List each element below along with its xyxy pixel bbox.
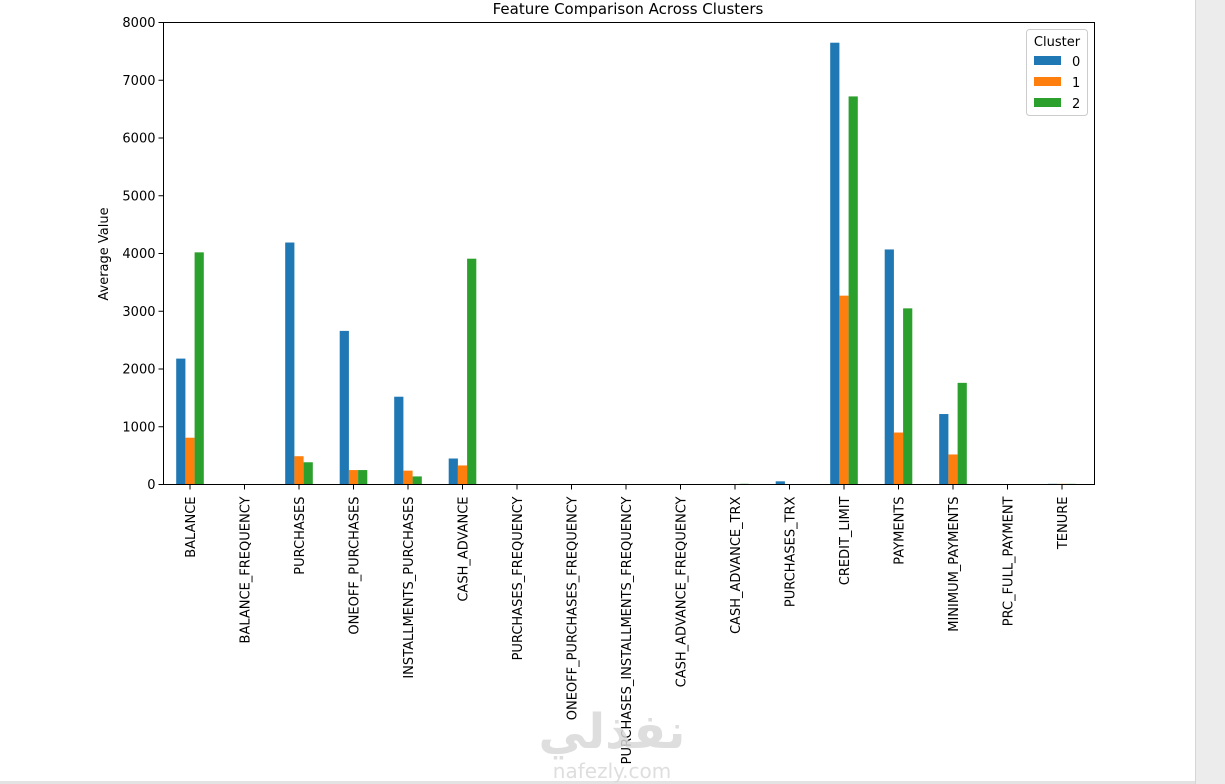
- scrollbar-gutter[interactable]: [1195, 0, 1225, 784]
- x-tick-label: CREDIT_LIMIT: [838, 496, 853, 585]
- bar-cluster-2-credit_limit: [848, 96, 858, 485]
- watermark: نفذلي nafezly.com: [539, 704, 686, 783]
- bar-cluster-1-purchases: [294, 456, 304, 485]
- y-tick-label: 5000: [122, 189, 155, 204]
- bar-cluster-1-installments_purchases: [403, 470, 413, 485]
- bar-cluster-2-payments: [903, 308, 913, 485]
- x-tick-label: PURCHASES: [293, 497, 308, 575]
- legend-swatch-2: [1034, 98, 1061, 107]
- x-tick-label: PAYMENTS: [893, 497, 908, 565]
- bar-cluster-0-purchases_trx: [775, 481, 785, 485]
- bar-cluster-1-balance: [185, 437, 195, 485]
- y-axis-ticks: 0 1000 2000 3000 4000 5000 6000 7000 8000: [122, 16, 164, 493]
- bar-chart: Feature Comparison Across Clusters Avera…: [97, 0, 1095, 783]
- y-tick-label: 2000: [122, 363, 155, 378]
- bar-cluster-1-credit_limit: [839, 295, 849, 485]
- bar-cluster-1-payments: [893, 432, 904, 485]
- legend-swatch-1: [1034, 77, 1061, 86]
- x-tick-label: MINIMUM_PAYMENTS: [947, 497, 962, 632]
- bar-cluster-2-purchases: [303, 462, 313, 485]
- legend-label-1: 1: [1072, 76, 1080, 91]
- bar-cluster-1-minimum_payments: [948, 454, 958, 485]
- chart-title: Feature Comparison Across Clusters: [493, 0, 764, 18]
- bar-cluster-1-oneoff_purchases: [348, 470, 359, 485]
- watermark-latin: nafezly.com: [553, 759, 671, 783]
- bar-cluster-0-cash_advance: [448, 458, 458, 485]
- x-tick-label: TENURE: [1056, 497, 1071, 551]
- x-tick-label: BALANCE: [184, 497, 199, 558]
- y-tick-label: 0: [147, 478, 155, 493]
- x-tick-label: CASH_ADVANCE_TRX: [729, 496, 744, 634]
- legend-title: Cluster: [1034, 35, 1081, 50]
- bar-group: [176, 42, 1076, 485]
- bar-cluster-2-installments_purchases: [412, 476, 422, 485]
- x-tick-label: CASH_ADVANCE: [457, 497, 472, 602]
- x-tick-label: BALANCE_FREQUENCY: [239, 496, 254, 643]
- legend-box: [1026, 29, 1088, 116]
- legend-label-0: 0: [1072, 55, 1080, 70]
- bar-cluster-0-minimum_payments: [939, 414, 949, 485]
- y-tick-label: 6000: [122, 132, 155, 147]
- x-tick-label: PRC_FULL_PAYMENT: [1002, 496, 1017, 626]
- x-tick-label: ONEOFF_PURCHASES: [348, 497, 363, 635]
- plot-frame: [163, 22, 1095, 485]
- bar-cluster-2-oneoff_purchases: [358, 470, 368, 485]
- x-tick-label: ONEOFF_PURCHASES_FREQUENCY: [566, 496, 581, 720]
- bar-cluster-2-minimum_payments: [957, 382, 967, 485]
- bar-cluster-2-balance: [194, 252, 204, 485]
- bar-cluster-0-oneoff_purchases: [339, 330, 349, 485]
- x-tick-label: PURCHASES_TRX: [784, 496, 799, 607]
- bar-cluster-0-purchases: [285, 242, 295, 485]
- y-tick-label: 8000: [122, 16, 155, 31]
- bar-cluster-2-cash_advance: [467, 258, 477, 485]
- bar-cluster-0-balance: [176, 358, 186, 485]
- bar-cluster-0-installments_purchases: [394, 396, 404, 485]
- legend-swatch-0: [1034, 56, 1061, 65]
- bar-cluster-0-credit_limit: [830, 42, 840, 485]
- watermark-arabic: نفذلي: [539, 704, 686, 760]
- y-axis-label: Average Value: [97, 207, 112, 300]
- y-tick-label: 4000: [122, 247, 155, 262]
- legend: Cluster 0 1 2: [1026, 29, 1088, 116]
- y-tick-label: 7000: [122, 74, 155, 89]
- x-tick-label: INSTALLMENTS_PURCHASES: [402, 497, 417, 679]
- y-tick-label: 1000: [122, 420, 155, 435]
- x-axis-ticks: BALANCE BALANCE_FREQUENCY PURCHASES ONEOFF_…: [184, 484, 1071, 764]
- legend-label-2: 2: [1072, 97, 1080, 112]
- y-tick-label: 3000: [122, 305, 155, 320]
- x-tick-label: PURCHASES_FREQUENCY: [511, 496, 526, 660]
- page-bottom-edge: [0, 781, 1195, 784]
- bar-cluster-1-cash_advance: [457, 465, 468, 485]
- x-tick-label: PURCHASES_INSTALLMENTS_FREQUENCY: [620, 496, 635, 764]
- bar-cluster-0-payments: [884, 249, 894, 485]
- x-tick-label: CASH_ADVANCE_FREQUENCY: [675, 496, 690, 687]
